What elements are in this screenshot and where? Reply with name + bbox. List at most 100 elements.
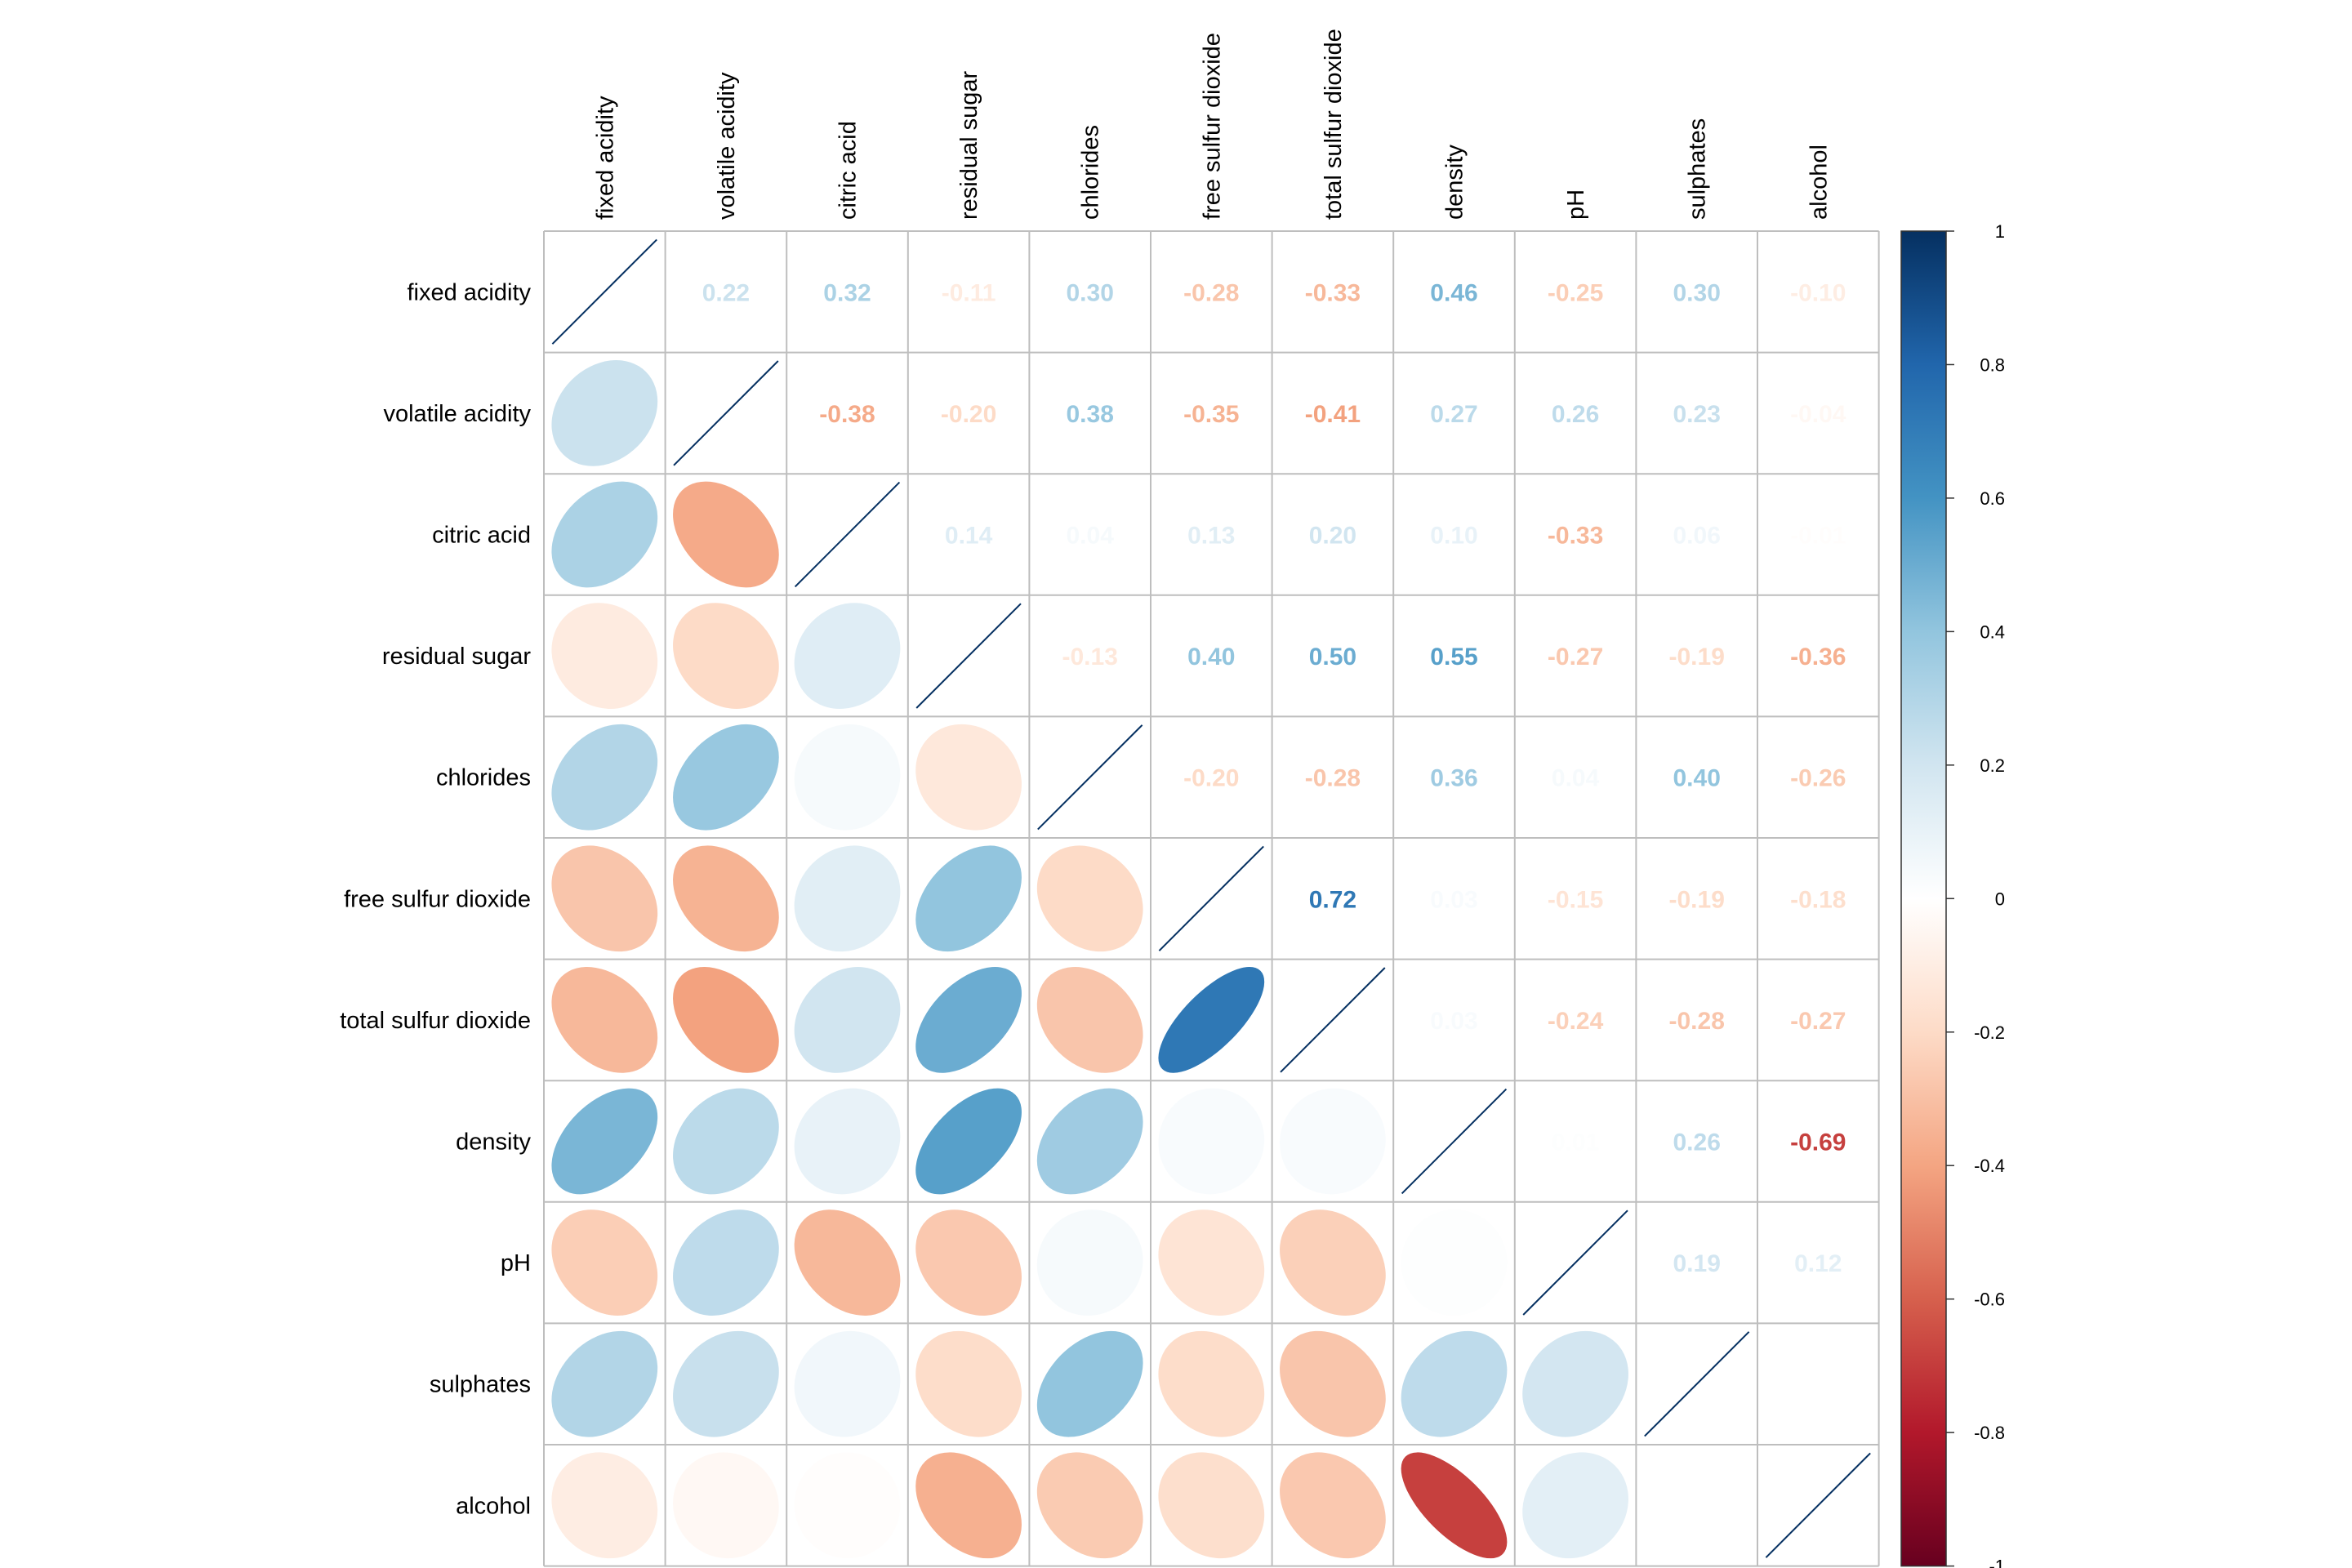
correlation-value: -0.28	[1669, 1008, 1725, 1035]
correlation-ellipse	[1401, 1209, 1508, 1316]
correlation-value: -0.19	[1669, 644, 1725, 670]
row-label: volatile acidity	[383, 401, 531, 427]
correlation-ellipse	[1522, 1330, 1628, 1437]
correlation-ellipse	[673, 481, 779, 588]
correlation-value: -0.20	[941, 401, 996, 428]
column-label: total sulfur dioxide	[1321, 29, 1347, 220]
correlation-ellipse	[1036, 967, 1143, 1073]
correlation-value: -0.25	[1548, 279, 1603, 306]
correlation-ellipse	[551, 1209, 658, 1316]
correlation-value: 0.46	[1430, 279, 1477, 306]
correlation-ellipse	[915, 1209, 1022, 1316]
diagonal-line	[1644, 1331, 1750, 1437]
correlation-value: 0.19	[1673, 1250, 1721, 1277]
correlation-ellipse	[1158, 1452, 1265, 1559]
correlation-ellipse	[673, 603, 779, 709]
correlation-value: 0.03	[1430, 1008, 1477, 1035]
correlation-ellipse	[1522, 1452, 1628, 1559]
correlation-value: -0.19	[1669, 886, 1725, 913]
correlation-value: 0.26	[1552, 401, 1599, 428]
row-label: free sulfur dioxide	[344, 886, 531, 912]
row-label: density	[456, 1129, 531, 1156]
correlation-value: 0.06	[1673, 523, 1721, 550]
correlation-ellipse	[1158, 967, 1265, 1073]
row-label: fixed acidity	[407, 279, 531, 305]
correlation-value: -0.20	[1183, 765, 1239, 792]
correlation-value: -0.18	[1790, 886, 1846, 913]
colorbar-gradient	[1900, 230, 1947, 1567]
correlation-ellipse	[794, 1330, 901, 1437]
correlation-ellipse	[1036, 1452, 1143, 1559]
column-label: chlorides	[1078, 125, 1104, 220]
diagonal-line	[1522, 1209, 1628, 1316]
correlation-ellipse	[551, 603, 658, 709]
correlation-value: 0.13	[1187, 523, 1235, 550]
correlation-value: -0.33	[1305, 279, 1361, 306]
correlation-value: -0.41	[1305, 401, 1361, 428]
column-label: sulphates	[1685, 118, 1711, 220]
correlation-value: -0.33	[1548, 523, 1603, 550]
correlation-value: 0.30	[1067, 279, 1114, 306]
correlation-value: -0.11	[942, 279, 996, 306]
correlation-value: -0.15	[1548, 886, 1603, 913]
correlation-ellipse	[673, 1209, 779, 1316]
correlation-ellipse	[1036, 845, 1143, 952]
correlation-value: 0.03	[1430, 886, 1477, 913]
correlation-value: 0.40	[1673, 765, 1721, 792]
correlation-ellipse	[673, 845, 779, 952]
row-label: pH	[501, 1250, 531, 1276]
correlation-ellipse	[673, 967, 779, 1073]
column-label: volatile acidity	[714, 72, 740, 220]
correlation-ellipse	[1280, 1330, 1386, 1437]
column-label: alcohol	[1806, 145, 1832, 220]
correlation-ellipse	[915, 1330, 1022, 1437]
correlation-ellipse	[673, 1330, 779, 1437]
correlation-value: -0.27	[1548, 644, 1603, 670]
correlation-value: 0.04	[1552, 765, 1600, 792]
correlation-ellipse	[1401, 1330, 1508, 1437]
correlation-ellipse	[1158, 1088, 1265, 1195]
correlation-ellipse	[551, 967, 658, 1073]
correlation-ellipse	[1158, 1209, 1265, 1316]
correlation-value: 0.14	[945, 523, 993, 550]
colorbar-tick-label: -0.8	[1974, 1423, 2005, 1443]
correlation-ellipse	[1036, 1088, 1143, 1195]
correlation-value: -0.10	[1790, 279, 1846, 306]
diagonal-line	[1037, 724, 1143, 831]
correlation-value: 0.30	[1673, 279, 1721, 306]
correlation-ellipse	[673, 1088, 779, 1195]
correlation-ellipse	[915, 1452, 1022, 1559]
correlation-value: -0.24	[1548, 1008, 1604, 1035]
correlation-value: -0.28	[1305, 765, 1361, 792]
row-label: alcohol	[456, 1493, 531, 1519]
correlation-ellipse	[551, 481, 658, 588]
correlation-ellipse	[794, 845, 901, 952]
correlation-value: -0.28	[1183, 279, 1239, 306]
colorbar-tick-label: 0	[1995, 889, 2005, 909]
correlation-ellipse	[794, 603, 901, 709]
colorbar-legend: 1 0.8 0.6 0.4 0.2 0 -0.2 -0.4 -0.6 -0.8 -1	[1900, 221, 2005, 1568]
correlation-value: 0.23	[1673, 401, 1721, 428]
row-labels: fixed acidity volatile acidity citric acid…	[340, 279, 531, 1519]
row-label: sulphates	[430, 1372, 531, 1398]
colorbar-tick-label: 0.6	[1980, 488, 2005, 509]
correlation-value: 0.55	[1430, 644, 1477, 670]
correlation-value: -0.69	[1790, 1129, 1846, 1156]
correlation-value: 0.50	[1309, 644, 1356, 670]
correlation-value: 0.01	[1552, 1129, 1599, 1156]
correlation-ellipse	[673, 1452, 779, 1559]
diagonal-line	[915, 603, 1022, 709]
correlation-ellipse	[551, 845, 658, 952]
colorbar-tick-label: -0.2	[1974, 1022, 2005, 1043]
colorbar-tick-label: 0.2	[1980, 755, 2005, 776]
correlation-ellipse	[673, 724, 779, 831]
correlation-value: -0.27	[1790, 1008, 1846, 1035]
correlation-value: 0.12	[1794, 1250, 1842, 1277]
correlation-ellipse	[794, 1209, 901, 1316]
correlation-ellipse	[551, 724, 658, 831]
correlation-ellipse	[915, 724, 1022, 831]
correlation-value: 0.72	[1309, 886, 1356, 913]
row-label: total sulfur dioxide	[340, 1008, 531, 1034]
correlation-value: -0.04	[1790, 401, 1846, 428]
